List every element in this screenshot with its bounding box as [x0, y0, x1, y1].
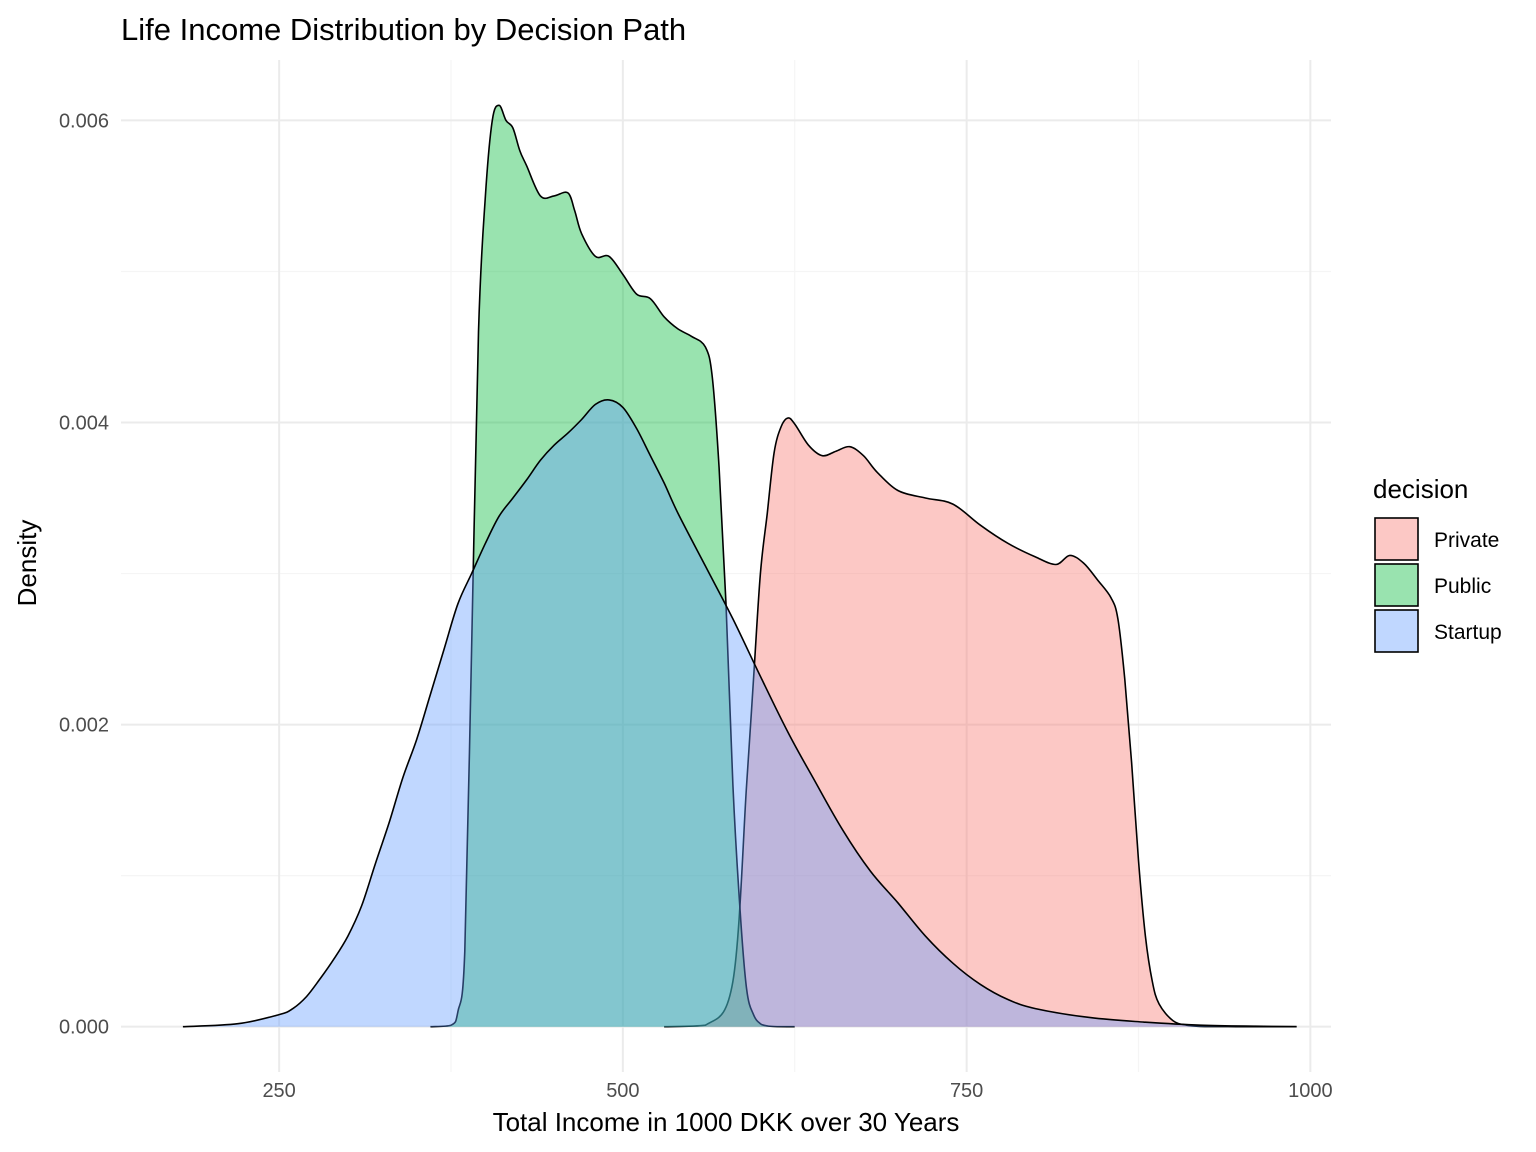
x-tick-label: 1000	[1288, 1080, 1333, 1102]
density-area-startup	[182, 399, 1297, 1027]
x-tick-label: 500	[606, 1080, 639, 1102]
y-axis-title: Density	[12, 520, 42, 607]
chart-title: Life Income Distribution by Decision Pat…	[121, 12, 686, 47]
legend-key-bg-public	[1375, 564, 1418, 606]
legend-key-startup	[1374, 609, 1419, 653]
legend-label-private: Private	[1434, 529, 1499, 552]
grid-lines	[121, 60, 1331, 1072]
y-tick-label: 0.004	[59, 413, 109, 435]
density-outline-startup	[182, 398, 1297, 1028]
density-outline-private	[664, 417, 1297, 1028]
y-tick-label: 0.000	[59, 1017, 109, 1039]
legend-items: Private Public Startup	[1374, 517, 1502, 653]
legend-label-startup: Startup	[1434, 621, 1502, 644]
density-outline-public	[430, 104, 795, 1028]
x-tick-label: 750	[950, 1080, 983, 1102]
x-axis-ticks: 250 500 750 1000	[262, 1080, 1332, 1102]
x-axis-title: Total Income in 1000 DKK over 30 Years	[493, 1107, 960, 1137]
legend: decision Private Public Startup	[1373, 474, 1502, 653]
density-area-public	[430, 105, 795, 1027]
density-areas	[182, 104, 1297, 1028]
x-tick-label: 250	[262, 1080, 295, 1102]
legend-key-bg-private	[1375, 518, 1418, 560]
legend-title: decision	[1373, 474, 1468, 504]
legend-key-private	[1374, 517, 1419, 561]
legend-label-public: Public	[1434, 575, 1491, 598]
legend-key-public	[1374, 563, 1419, 607]
density-area-private	[664, 417, 1297, 1027]
y-axis-ticks: 0.000 0.002 0.004 0.006	[59, 110, 109, 1038]
y-tick-label: 0.002	[59, 715, 109, 737]
legend-key-bg-startup	[1375, 610, 1418, 652]
y-tick-label: 0.006	[59, 110, 109, 132]
